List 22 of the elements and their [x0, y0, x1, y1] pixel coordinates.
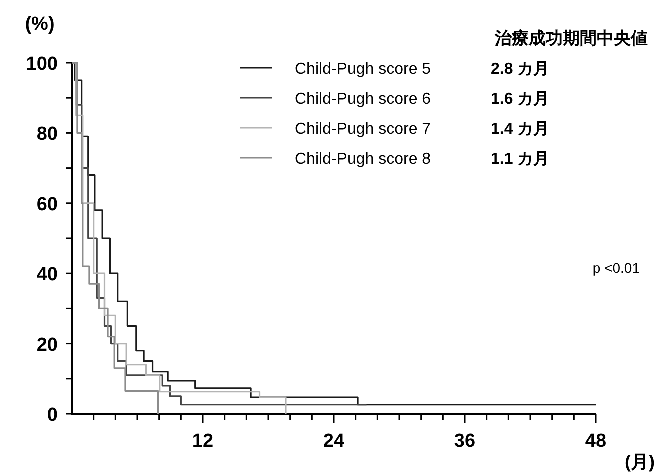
legend-label: Child-Pugh score 6 [295, 91, 432, 108]
y-tick-label: 100 [26, 54, 58, 75]
y-tick-label: 80 [36, 124, 58, 146]
annotation: 1.4 カ月 [491, 121, 550, 138]
annotation: 1.6 カ月 [491, 91, 550, 108]
y-axis-title: (%) [25, 14, 55, 35]
legend-title: 治療成功期間中央値 [494, 29, 648, 48]
x-tick-label: 24 [323, 431, 345, 452]
x-tick-label: 12 [192, 431, 214, 452]
legend-label: Child-Pugh score 7 [295, 121, 432, 138]
y-tick-label: 20 [36, 334, 58, 356]
annotation: 1.1 カ月 [491, 151, 550, 168]
x-tick-label: 36 [454, 431, 476, 452]
x-axis-title: (月) [625, 452, 655, 472]
annotation: 2.8 カ月 [491, 61, 550, 78]
x-tick-label: 48 [585, 431, 607, 452]
legend-label: Child-Pugh score 8 [295, 151, 432, 168]
y-tick-label: 60 [36, 194, 58, 216]
y-tick-label: 40 [36, 264, 58, 286]
legend-label: Child-Pugh score 5 [295, 61, 432, 78]
annotation: p <0.01 [592, 260, 640, 276]
y-tick-label: 0 [47, 405, 58, 426]
